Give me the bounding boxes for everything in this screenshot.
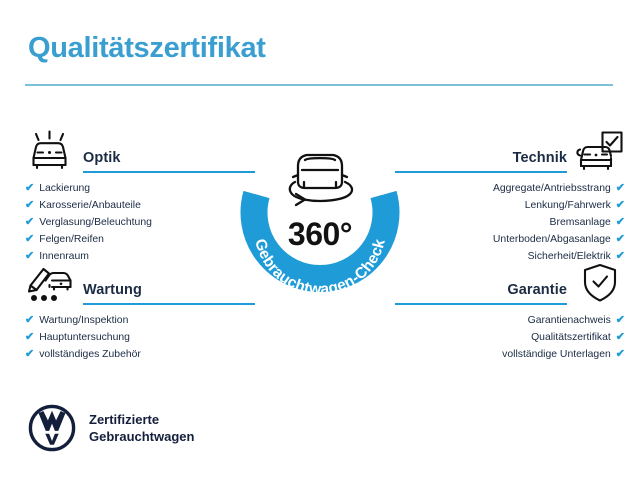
section-title: Wartung	[83, 282, 142, 298]
car-shine-icon	[25, 130, 75, 172]
check-icon: ✔	[25, 233, 35, 245]
pen-car-icon	[25, 262, 75, 304]
section-wartung: Wartung ✔ Wartung/Inspektion ✔ Hauptunters…	[25, 262, 255, 363]
footer-line-1: Zertifizierte	[89, 412, 160, 427]
list-item: ✔ Innenraum	[25, 248, 255, 265]
footer: Zertifizierte Gebrauchtwagen	[28, 404, 194, 452]
list-item: Bremsanlage ✔	[395, 214, 625, 231]
list-item-label: Felgen/Reifen	[39, 234, 104, 245]
footer-line-2: Gebrauchtwagen	[89, 429, 195, 444]
list-item: ✔ Verglasung/Beleuchtung	[25, 214, 255, 231]
section-divider	[83, 303, 255, 305]
list-item-label: Wartung/Inspektion	[39, 315, 129, 326]
list-item: Qualitätszertifikat ✔	[395, 329, 625, 346]
list-item: Unterboden/Abgasanlage ✔	[395, 231, 625, 248]
shield-check-icon	[575, 262, 625, 304]
footer-text: Zertifizierte Gebrauchtwagen	[89, 411, 194, 445]
list-item-label: Aggregate/Antriebsstrang	[492, 183, 611, 194]
check-icon: ✔	[615, 199, 625, 211]
check-icon: ✔	[25, 331, 35, 343]
checklist: Aggregate/Antriebsstrang ✔ Lenkung/Fahrwe…	[395, 180, 625, 265]
section-title: Garantie	[507, 282, 567, 298]
list-item-label: vollständiges Zubehör	[39, 349, 141, 360]
check-icon: ✔	[615, 233, 625, 245]
list-item-label: Hauptuntersuchung	[39, 332, 130, 343]
list-item: ✔ Hauptuntersuchung	[25, 329, 255, 346]
list-item: vollständige Unterlagen ✔	[395, 346, 625, 363]
checklist: ✔ Wartung/Inspektion ✔ Hauptuntersuchung ✔…	[25, 312, 255, 363]
list-item-label: Sicherheit/Elektrik	[527, 251, 611, 262]
list-item: Garantienachweis ✔	[395, 312, 625, 329]
list-item: ✔ Felgen/Reifen	[25, 231, 255, 248]
list-item: Aggregate/Antriebsstrang ✔	[395, 180, 625, 197]
section-header: Garantie	[395, 262, 625, 308]
list-item-label: Garantienachweis	[527, 315, 611, 326]
check-icon: ✔	[25, 250, 35, 262]
badge-ring	[240, 190, 400, 292]
section-divider	[83, 171, 255, 173]
list-item: ✔ vollständiges Zubehör	[25, 346, 255, 363]
list-item: Lenkung/Fahrwerk ✔	[395, 197, 625, 214]
section-optik: Optik ✔ Lackierung ✔ Karosserie/Anbauteile…	[25, 130, 255, 265]
list-item-label: Innenraum	[39, 251, 89, 262]
check-icon: ✔	[25, 314, 35, 326]
section-header: Wartung	[25, 262, 255, 308]
list-item-label: Lenkung/Fahrwerk	[524, 200, 611, 211]
check-icon: ✔	[615, 216, 625, 228]
car-rotate-icon	[288, 153, 354, 207]
section-divider	[395, 171, 567, 173]
section-technik: Technik Aggregate/Antriebsstrang ✔ Lenkun…	[395, 130, 625, 265]
check-icon: ✔	[25, 199, 35, 211]
section-garantie: Garantie Garantienachweis ✔ Qualitätszert…	[395, 262, 625, 363]
list-item: Sicherheit/Elektrik ✔	[395, 248, 625, 265]
badge-360-check: Gebrauchtwagen-Check 360°	[232, 120, 408, 310]
checklist: ✔ Lackierung ✔ Karosserie/Anbauteile ✔ Verg…	[25, 180, 255, 265]
list-item-label: Verglasung/Beleuchtung	[39, 217, 152, 228]
list-item-label: Unterboden/Abgasanlage	[492, 234, 611, 245]
list-item-label: Bremsanlage	[549, 217, 611, 228]
title-divider	[25, 84, 613, 86]
vw-logo	[28, 404, 76, 452]
list-item: ✔ Wartung/Inspektion	[25, 312, 255, 329]
list-item-label: vollständige Unterlagen	[502, 349, 611, 360]
check-icon: ✔	[615, 331, 625, 343]
check-icon: ✔	[615, 348, 625, 360]
list-item-label: Lackierung	[39, 183, 91, 194]
list-item-label: Qualitätszertifikat	[531, 332, 611, 343]
check-icon: ✔	[615, 250, 625, 262]
list-item-label: Karosserie/Anbauteile	[39, 200, 141, 211]
badge-center-label: 360°	[287, 216, 353, 252]
section-header: Technik	[395, 130, 625, 176]
check-icon: ✔	[615, 182, 625, 194]
section-divider	[395, 303, 567, 305]
section-title: Optik	[83, 150, 121, 166]
check-icon: ✔	[615, 314, 625, 326]
list-item: ✔ Lackierung	[25, 180, 255, 197]
section-title: Technik	[512, 150, 567, 166]
check-icon: ✔	[25, 182, 35, 194]
checklist: Garantienachweis ✔ Qualitätszertifikat ✔ v…	[395, 312, 625, 363]
check-icon: ✔	[25, 348, 35, 360]
page-title: Qualitätszertifikat	[28, 32, 266, 64]
list-item: ✔ Karosserie/Anbauteile	[25, 197, 255, 214]
car-checkbox-icon	[575, 130, 625, 172]
section-header: Optik	[25, 130, 255, 176]
check-icon: ✔	[25, 216, 35, 228]
